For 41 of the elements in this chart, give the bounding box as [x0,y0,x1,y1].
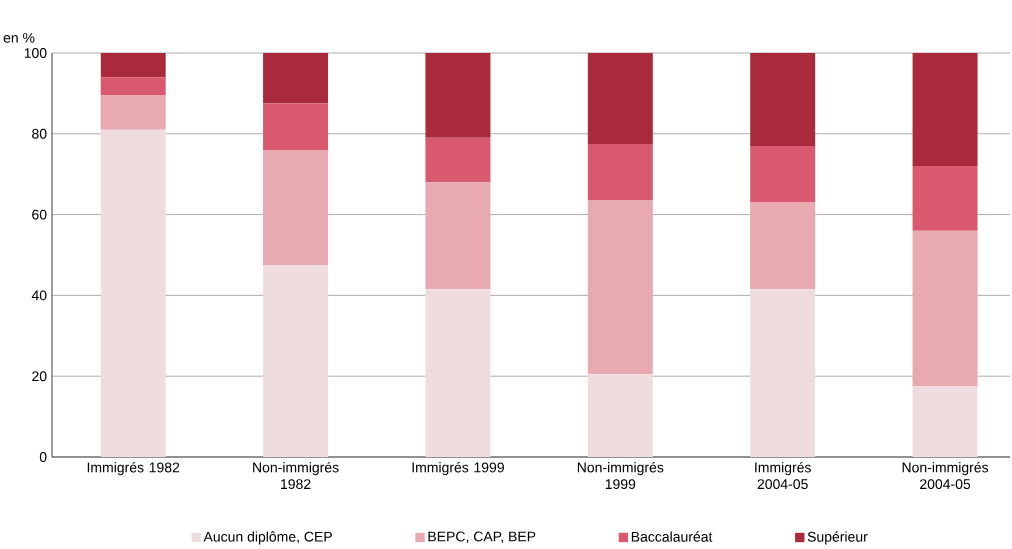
x-tick-label: Non-immigrés 2004-05 [902,461,989,490]
bar [912,386,978,457]
bar [425,182,491,290]
bar [912,166,978,231]
y-tick-label: 0 [39,452,47,462]
y-tick-label: 80 [32,128,47,139]
x-tick-label: Immigrés 1982 [87,461,180,476]
bar [100,95,166,130]
legend-label: Baccalauréat [631,531,713,542]
bar [425,137,491,183]
x-tick-label: Non-immigrés 1982 [253,461,339,490]
y-axis-title: en % [3,32,35,43]
bar [425,53,491,138]
bar [263,103,329,150]
bar [912,230,978,387]
bar [912,53,978,167]
bar [750,53,816,146]
bar [750,145,816,203]
legend-label: BEPC, CAP, BEP [428,531,536,544]
bar [263,265,329,457]
x-tick-label: Non-immigrés 1999 [577,461,664,490]
bar [263,149,329,266]
x-tick-label: Immigrés 2004-05 [755,461,811,490]
legend-label: Supérieur [807,531,868,545]
bar [100,129,166,457]
bar [263,53,329,104]
bar [587,200,653,375]
bar [587,53,653,144]
bar [750,202,816,290]
y-tick-label: 40 [31,290,47,301]
bar [100,53,166,78]
legend-label: Aucun diplôme, CEP [203,531,332,545]
bar [587,374,653,457]
bar [587,143,653,201]
bar [750,289,816,457]
y-tick-label: 60 [32,209,47,220]
x-tick-label: Immigrés 1999 [412,461,504,476]
bar [100,77,166,96]
y-tick-label: 100 [24,48,47,58]
bar [425,289,491,457]
y-tick-label: 20 [32,371,47,382]
